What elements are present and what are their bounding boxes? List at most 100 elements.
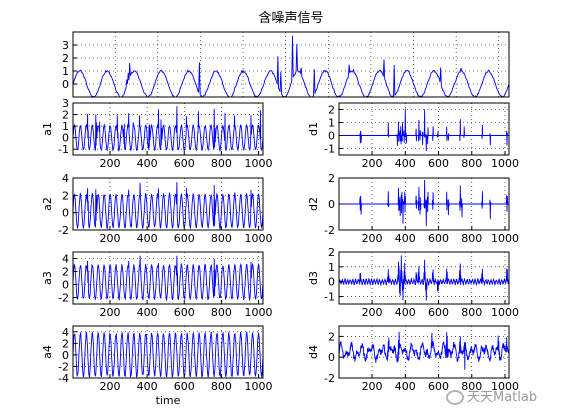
x-axis-label-a4: time (156, 394, 181, 407)
y-tick-label-a2-0: -2 (58, 224, 69, 237)
x-tick-label-a1-4: 1000 (245, 157, 273, 170)
series-line-a3 (72, 255, 264, 302)
x-tick-label-a3-4: 1000 (245, 306, 273, 319)
y-tick-label-a3-0: -2 (58, 292, 69, 305)
y-axis-label-d2: d2 (307, 197, 320, 211)
axes-box-d3 (338, 251, 510, 305)
axes-d4: 200 400 600 800 1000 -2 0 2 d4 (307, 325, 519, 393)
y-tick-label-a2-3: 4 (62, 172, 69, 185)
y-tick-label-a4-1: -2 (58, 360, 69, 373)
y-tick-label-d1-1: 0 (328, 130, 335, 143)
x-tick-label-a2-4: 1000 (245, 232, 273, 245)
axes-box-a4 (72, 325, 264, 379)
x-tick-label-d4-2: 600 (428, 380, 449, 393)
y-tick-label-a3-1: 0 (62, 279, 69, 292)
x-tick-label-d2-1: 400 (395, 232, 416, 245)
x-tick-label-a3-1: 400 (137, 306, 158, 319)
x-tick-label-a2-0: 200 (99, 232, 120, 245)
axes-box-d4 (338, 325, 510, 379)
x-tick-label-a2-1: 400 (137, 232, 158, 245)
x-tick-label-d4-3: 800 (461, 380, 482, 393)
y-tick-label-a3-2: 2 (62, 266, 69, 279)
series-line-top (72, 35, 510, 99)
plot-area-top (73, 32, 509, 97)
series-line-d4 (338, 331, 510, 370)
axes-d3: 200 400 600 800 1000 -1 0 1 2 d3 (307, 246, 519, 319)
x-tick-label-d3-1: 400 (395, 306, 416, 319)
x-tick-label-d3-0: 200 (362, 306, 383, 319)
x-tick-label-d1-1: 400 (395, 157, 416, 170)
y-tick-label-top-0: 0 (62, 78, 69, 91)
x-tick-label-a4-1: 400 (137, 380, 158, 393)
x-tick-label-a3-3: 800 (211, 306, 232, 319)
x-tick-label-d2-3: 800 (461, 232, 482, 245)
y-tick-label-d4-2: 2 (328, 330, 335, 343)
x-tick-label-d3-4: 1000 (491, 306, 519, 319)
y-tick-label-a1-4: 3 (62, 97, 69, 110)
x-tick-label-a1-2: 600 (174, 157, 195, 170)
y-axis-label-a2: a2 (41, 197, 54, 211)
y-tick-label-d2-2: 2 (328, 172, 335, 185)
watermark: 天天Matlab (446, 386, 537, 405)
x-tick-label-d3-3: 800 (461, 306, 482, 319)
x-tick-label-a4-4: 1000 (245, 380, 273, 393)
y-tick-label-a4-3: 2 (62, 337, 69, 350)
x-tick-label-d1-0: 200 (362, 157, 383, 170)
axes-a2: 200 400 600 800 1000 -2 0 2 4 a2 (41, 172, 273, 245)
watermark-text: 天天Matlab (467, 390, 538, 405)
x-tick-label-d1-4: 1000 (491, 157, 519, 170)
y-tick-label-a1-2: 1 (62, 120, 69, 133)
x-tick-label-a1-1: 400 (137, 157, 158, 170)
y-tick-label-a2-2: 2 (62, 189, 69, 202)
y-tick-label-a4-2: 0 (62, 349, 69, 362)
y-axis-label-d1: d1 (307, 122, 320, 136)
y-tick-label-top-3: 3 (62, 39, 69, 52)
chart-title-top: 含噪声信号 (258, 10, 323, 26)
series-line-a1 (72, 106, 264, 153)
x-tick-label-d4-0: 200 (362, 380, 383, 393)
axes-box-d1 (338, 102, 510, 156)
y-tick-label-top-1: 1 (62, 65, 69, 78)
wechat-icon (446, 390, 464, 405)
y-tick-label-a1-0: -1 (58, 143, 69, 156)
y-tick-label-top-2: 2 (62, 52, 69, 65)
y-axis-label-a4: a4 (41, 345, 54, 359)
x-tick-label-d1-2: 600 (428, 157, 449, 170)
x-tick-label-a4-0: 200 (99, 380, 120, 393)
x-tick-label-d2-4: 1000 (491, 232, 519, 245)
x-tick-label-d2-2: 600 (428, 232, 449, 245)
x-tick-label-d4-4: 1000 (491, 380, 519, 393)
y-tick-label-d4-1: 0 (328, 351, 335, 364)
axes-box-a2 (72, 177, 264, 231)
y-tick-label-a3-3: 4 (62, 253, 69, 266)
axes-box-a1 (72, 102, 264, 156)
y-tick-label-a4-4: 4 (62, 326, 69, 339)
x-tick-label-a3-2: 600 (174, 306, 195, 319)
y-tick-label-d3-3: 2 (328, 246, 335, 259)
x-tick-label-a4-2: 600 (174, 380, 195, 393)
y-axis-label-d4: d4 (307, 345, 320, 359)
y-tick-label-d3-0: -1 (324, 291, 335, 304)
y-tick-label-a2-1: 0 (62, 207, 69, 220)
y-tick-label-d4-0: -2 (324, 372, 335, 385)
series-line-a4 (72, 330, 264, 379)
y-axis-label-d3: d3 (307, 271, 320, 285)
y-tick-label-a1-1: 0 (62, 132, 69, 145)
x-tick-label-a2-2: 600 (174, 232, 195, 245)
x-tick-label-d1-3: 800 (461, 157, 482, 170)
y-axis-label-a3: a3 (41, 271, 54, 285)
y-tick-label-d3-2: 1 (328, 261, 335, 274)
x-tick-label-d2-0: 200 (362, 232, 383, 245)
axes-box-a3 (72, 251, 264, 305)
y-tick-label-d2-1: 0 (328, 198, 335, 211)
y-tick-label-d1-3: 2 (328, 104, 335, 117)
x-tick-label-d4-1: 400 (395, 380, 416, 393)
x-tick-label-a4-3: 800 (211, 380, 232, 393)
x-tick-label-d3-2: 600 (428, 306, 449, 319)
axes-d2: 200 400 600 800 1000 -2 0 2 d2 (307, 172, 519, 245)
